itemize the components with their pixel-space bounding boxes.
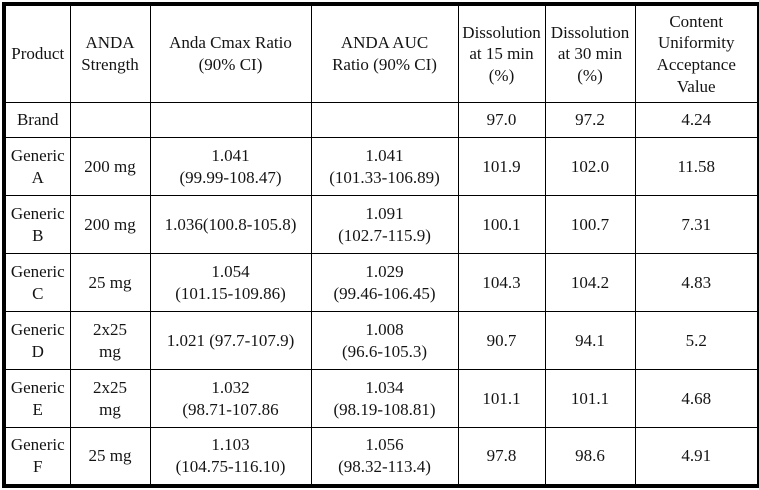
cell-product: Brand: [3, 102, 71, 138]
cell-product: Generic B: [3, 195, 71, 255]
cell-diss30: 100.7: [544, 195, 636, 255]
cell-auc: 1.056 (98.32-113.4): [310, 427, 459, 487]
cell-strength: 25 mg: [69, 427, 151, 487]
cell-diss30: 94.1: [544, 311, 636, 371]
cell-cu: 5.2: [634, 311, 759, 371]
cell-diss15: 101.1: [457, 369, 546, 429]
cell-strength: 2x25 mg: [69, 369, 151, 429]
table-row: Generic A 200 mg 1.041 (99.99-108.47) 1.…: [3, 136, 759, 197]
cell-diss15: 104.3: [457, 253, 546, 313]
cell-diss15: 97.0: [457, 102, 546, 138]
cell-cu: 4.83: [634, 253, 759, 313]
cell-cmax: 1.021 (97.7-107.9): [149, 311, 312, 371]
cell-cu: 4.68: [634, 369, 759, 429]
column-header-diss30: Dissolution at 30 min (%): [544, 3, 636, 104]
cell-diss15: 101.9: [457, 136, 546, 197]
column-header-product: Product: [3, 3, 71, 104]
column-header-cmax: Anda Cmax Ratio (90% CI): [149, 3, 312, 104]
table-row: Generic F 25 mg 1.103 (104.75-116.10) 1.…: [3, 427, 759, 487]
cell-auc: 1.029 (99.46-106.45): [310, 253, 459, 313]
column-header-auc: ANDA AUC Ratio (90% CI): [310, 3, 459, 104]
cell-auc: 1.091 (102.7-115.9): [310, 195, 459, 255]
cell-cmax: 1.054 (101.15-109.86): [149, 253, 312, 313]
cell-cu: 7.31: [634, 195, 759, 255]
cell-strength: 200 mg: [69, 136, 151, 197]
cell-diss15: 90.7: [457, 311, 546, 371]
cell-auc: [310, 102, 459, 138]
header-row: Product ANDA Strength Anda Cmax Ratio (9…: [3, 3, 759, 104]
cell-cu: 4.24: [634, 102, 759, 138]
cell-cu: 4.91: [634, 427, 759, 487]
cell-product: Generic D: [3, 311, 71, 371]
cell-cmax: [149, 102, 312, 138]
cell-product: Generic F: [3, 427, 71, 487]
cell-auc: 1.034 (98.19-108.81): [310, 369, 459, 429]
cell-diss15: 100.1: [457, 195, 546, 255]
cell-diss30: 104.2: [544, 253, 636, 313]
cell-product: Generic A: [3, 136, 71, 197]
column-header-cu: Content Uniformity Acceptance Value: [634, 3, 759, 104]
cell-auc: 1.008 (96.6-105.3): [310, 311, 459, 371]
cell-diss30: 98.6: [544, 427, 636, 487]
table-row: Generic B 200 mg 1.036(100.8-105.8) 1.09…: [3, 195, 759, 255]
cell-diss30: 97.2: [544, 102, 636, 138]
cell-diss30: 101.1: [544, 369, 636, 429]
cell-cmax: 1.032 (98.71-107.86: [149, 369, 312, 429]
cell-cmax: 1.103 (104.75-116.10): [149, 427, 312, 487]
table-row: Generic C 25 mg 1.054 (101.15-109.86) 1.…: [3, 253, 759, 313]
cell-product: Generic C: [3, 253, 71, 313]
column-header-diss15: Dissolution at 15 min (%): [457, 3, 546, 104]
column-header-strength: ANDA Strength: [69, 3, 151, 104]
cell-auc: 1.041 (101.33-106.89): [310, 136, 459, 197]
table-row: Generic E 2x25 mg 1.032 (98.71-107.86 1.…: [3, 369, 759, 429]
cell-diss30: 102.0: [544, 136, 636, 197]
cell-strength: 2x25 mg: [69, 311, 151, 371]
table-row: Generic D 2x25 mg 1.021 (97.7-107.9) 1.0…: [3, 311, 759, 371]
cell-cmax: 1.041 (99.99-108.47): [149, 136, 312, 197]
table-row: Brand 97.0 97.2 4.24: [3, 102, 759, 138]
cell-strength: 200 mg: [69, 195, 151, 255]
cell-strength: [69, 102, 151, 138]
cell-cu: 11.58: [634, 136, 759, 197]
cell-strength: 25 mg: [69, 253, 151, 313]
cell-diss15: 97.8: [457, 427, 546, 487]
cell-product: Generic E: [3, 369, 71, 429]
cell-cmax: 1.036(100.8-105.8): [149, 195, 312, 255]
